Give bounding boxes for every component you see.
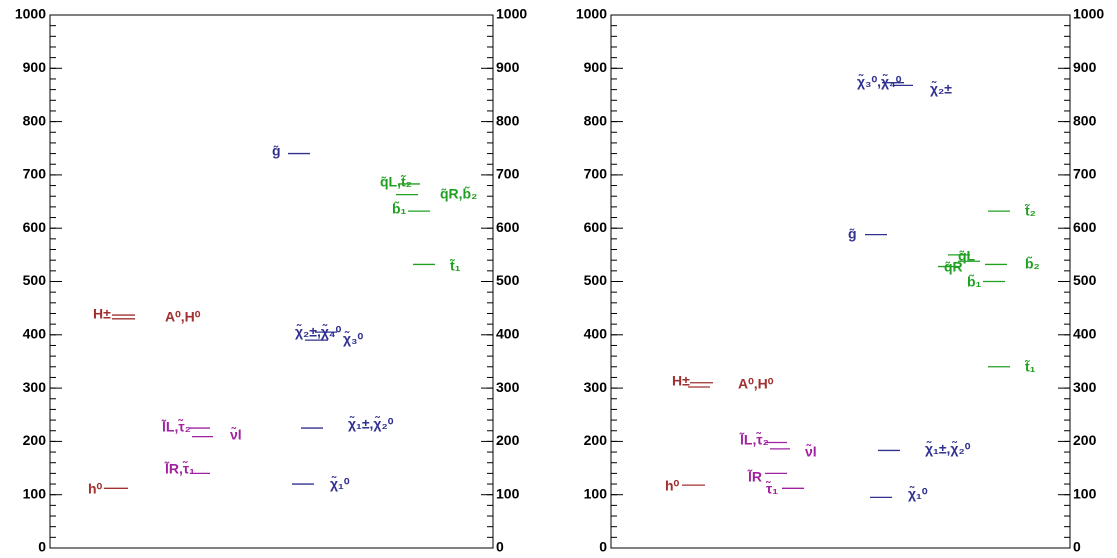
- particle-label: ν̃l: [230, 426, 242, 443]
- y-tick-label: 700: [1073, 166, 1097, 182]
- y-tick-label: 800: [1073, 112, 1097, 128]
- y-tick-label: 200: [496, 432, 520, 448]
- particle-label: q̃L: [958, 248, 976, 264]
- y-tick-label: 1000: [496, 6, 527, 22]
- particle-label: l̃L,τ̃₂: [161, 418, 191, 435]
- y-tick-label: 100: [496, 485, 520, 501]
- y-tick-label: 100: [1073, 485, 1097, 501]
- particle-label: l̃R,τ̃₁: [164, 460, 195, 477]
- particle-label: χ̃₁⁰: [330, 475, 350, 492]
- particle-label: χ̃₃⁰: [343, 330, 364, 347]
- y-tick-label: 1000: [15, 6, 46, 22]
- y-tick-label: 400: [23, 326, 47, 342]
- y-tick-label: 1000: [1073, 6, 1104, 22]
- particle-label: χ̃₁±,χ̃₂⁰: [348, 415, 394, 432]
- particle-label: χ̃₁±,χ̃₂⁰: [925, 440, 971, 457]
- particle-label: χ̃₂±,χ̃₄⁰: [295, 323, 342, 340]
- y-tick-label: 700: [496, 166, 520, 182]
- y-tick-label: 600: [496, 219, 520, 235]
- particle-label: χ̃₁⁰: [908, 485, 928, 502]
- particle-label: H±: [672, 373, 690, 389]
- particle-label: q̃L,t̃₂: [380, 173, 412, 189]
- y-tick-label: 200: [1073, 432, 1097, 448]
- y-tick-label: 600: [584, 219, 608, 235]
- particle-label: t̃₂: [1024, 202, 1036, 218]
- particle-label: l̃R: [747, 468, 762, 485]
- y-tick-label: 800: [496, 112, 520, 128]
- y-tick-label: 400: [1073, 326, 1097, 342]
- y-tick-label: 700: [584, 166, 608, 182]
- y-tick-label: 100: [584, 485, 608, 501]
- y-tick-label: 1000: [576, 6, 607, 22]
- particle-label: t̃₁: [449, 257, 460, 273]
- y-tick-label: 300: [1073, 379, 1097, 395]
- y-tick-label: 600: [23, 219, 47, 235]
- y-tick-label: 0: [599, 539, 607, 555]
- y-tick-label: 300: [23, 379, 47, 395]
- particle-label: A⁰,H⁰: [165, 309, 201, 325]
- y-tick-label: 500: [584, 272, 608, 288]
- y-tick-label: 900: [496, 59, 520, 75]
- plot-frame: [49, 14, 494, 549]
- y-tick-label: 500: [1073, 272, 1097, 288]
- y-tick-label: 800: [584, 112, 608, 128]
- y-tick-label: 100: [23, 485, 47, 501]
- particle-label: H±: [93, 306, 111, 322]
- y-tick-label: 900: [1073, 59, 1097, 75]
- particle-label: g̃: [272, 143, 281, 159]
- particle-label: g̃: [848, 226, 857, 242]
- y-tick-label: 0: [38, 539, 46, 555]
- y-tick-label: 900: [23, 59, 47, 75]
- y-tick-label: 300: [496, 379, 520, 395]
- y-tick-label: 0: [1073, 539, 1081, 555]
- particle-label: A⁰,H⁰: [738, 376, 774, 392]
- particle-label: τ̃₁: [765, 480, 778, 497]
- particle-label: χ̃₃⁰,χ̃₄⁰: [857, 73, 902, 90]
- particle-label: h⁰: [88, 481, 103, 497]
- particle-label: b̃₁: [967, 273, 982, 290]
- y-tick-label: 200: [584, 432, 608, 448]
- y-tick-label: 300: [584, 379, 608, 395]
- particle-label: χ̃₂±: [930, 80, 952, 97]
- particle-label: h⁰: [665, 478, 680, 494]
- particle-label: l̃L,τ̃₂: [739, 431, 769, 448]
- y-tick-label: 400: [584, 326, 608, 342]
- y-tick-label: 800: [23, 112, 47, 128]
- y-tick-label: 600: [1073, 219, 1097, 235]
- y-tick-label: 900: [584, 59, 608, 75]
- y-tick-label: 400: [496, 326, 520, 342]
- particle-label: q̃R: [944, 259, 963, 275]
- y-tick-label: 200: [23, 432, 47, 448]
- particle-label: q̃R,b̃₂: [440, 185, 477, 202]
- particle-label: b̃₂: [1025, 255, 1040, 272]
- y-tick-label: 500: [23, 272, 47, 288]
- particle-label: ν̃l: [805, 443, 817, 460]
- y-tick-label: 0: [496, 539, 504, 555]
- y-tick-label: 500: [496, 272, 520, 288]
- particle-label: b̃₁: [392, 200, 407, 217]
- y-tick-label: 700: [23, 166, 47, 182]
- particle-label: t̃₁: [1024, 358, 1035, 374]
